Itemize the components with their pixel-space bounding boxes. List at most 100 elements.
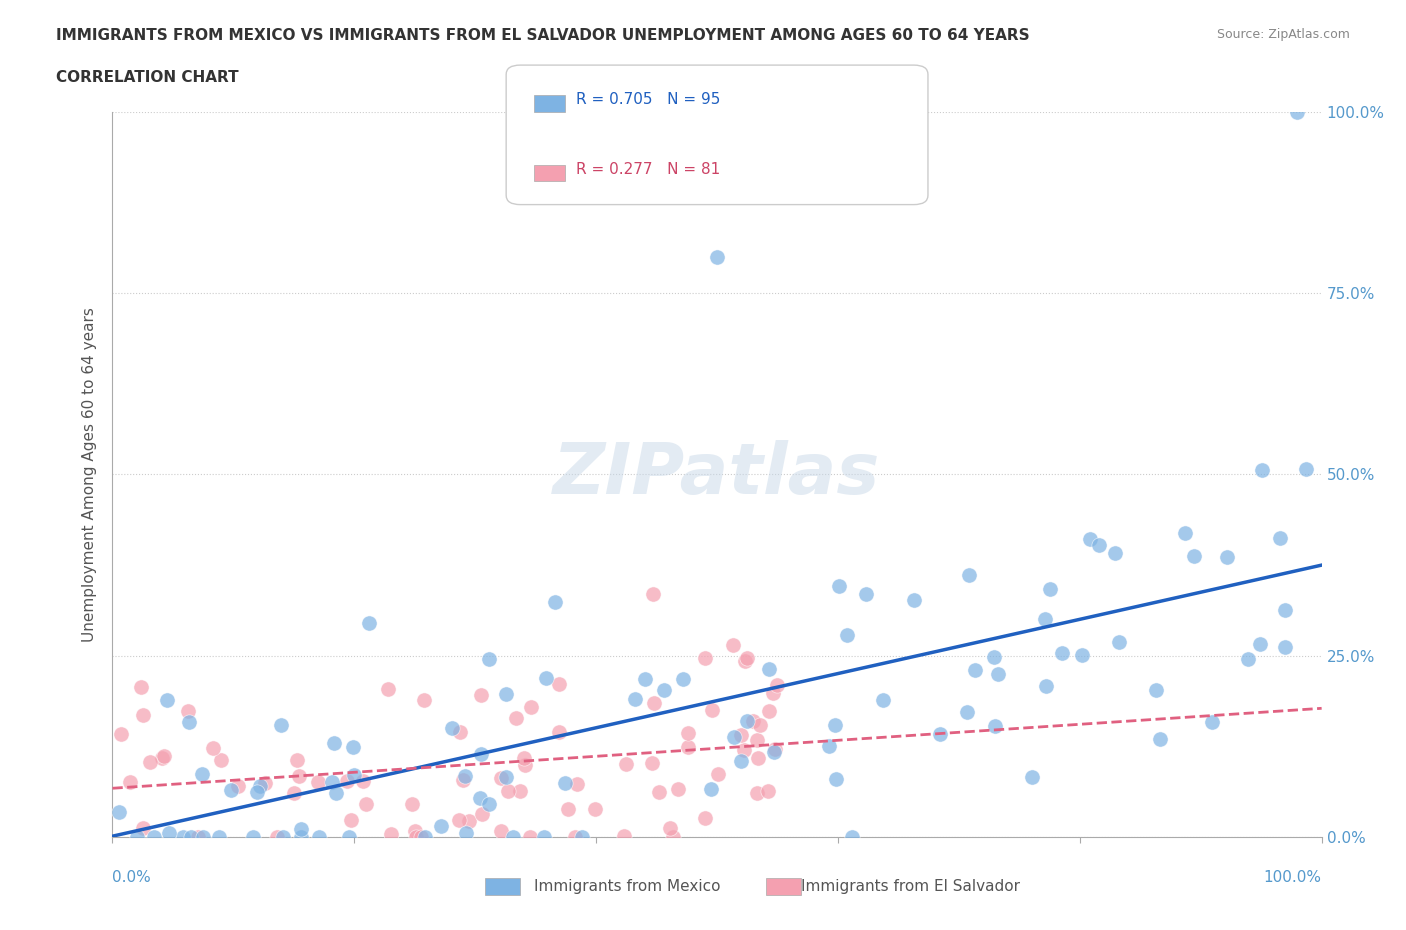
Point <box>201 740 224 755</box>
Point <box>745 786 768 801</box>
Point <box>734 654 756 669</box>
Point <box>957 568 980 583</box>
Point <box>266 830 288 844</box>
Point <box>336 773 359 788</box>
Point <box>489 823 512 838</box>
Point <box>1184 549 1206 564</box>
Point <box>380 827 402 842</box>
Point <box>733 743 755 758</box>
Point <box>747 733 769 748</box>
Point <box>1251 462 1274 477</box>
Point <box>441 721 464 736</box>
Point <box>1286 104 1309 119</box>
Point <box>118 775 141 790</box>
Point <box>987 666 1010 681</box>
Point <box>825 772 848 787</box>
Point <box>735 713 758 728</box>
Point <box>323 736 346 751</box>
Point <box>513 757 536 772</box>
Point <box>342 739 364 754</box>
Point <box>564 830 586 844</box>
Text: ZIPatlas: ZIPatlas <box>554 440 880 509</box>
Point <box>401 797 423 812</box>
Point <box>730 727 752 742</box>
Point <box>495 686 517 701</box>
Point <box>226 779 249 794</box>
Point <box>548 724 571 739</box>
Point <box>1174 525 1197 540</box>
Point <box>676 725 699 740</box>
Point <box>652 683 675 698</box>
Point <box>415 830 437 844</box>
Point <box>470 688 492 703</box>
Point <box>557 802 579 817</box>
Point <box>742 713 765 728</box>
Point <box>983 650 1005 665</box>
Point <box>762 685 785 700</box>
Point <box>643 587 665 602</box>
Point <box>520 700 543 715</box>
Text: CORRELATION CHART: CORRELATION CHART <box>56 70 239 85</box>
Point <box>640 756 662 771</box>
Point <box>758 661 780 676</box>
Point <box>1201 714 1223 729</box>
Point <box>695 650 717 665</box>
Point <box>429 818 451 833</box>
Point <box>409 830 432 844</box>
Point <box>404 824 426 839</box>
Point <box>762 744 785 759</box>
Point <box>143 830 166 844</box>
Point <box>191 766 214 781</box>
Text: Source: ZipAtlas.com: Source: ZipAtlas.com <box>1216 28 1350 41</box>
Point <box>700 781 723 796</box>
Point <box>242 830 264 844</box>
Point <box>903 592 925 607</box>
Point <box>131 820 153 835</box>
Point <box>339 813 361 828</box>
Point <box>290 821 312 836</box>
Point <box>454 826 477 841</box>
Point <box>623 692 645 707</box>
Point <box>872 693 894 708</box>
Point <box>249 779 271 794</box>
Point <box>172 830 194 844</box>
Point <box>253 776 276 790</box>
Point <box>359 616 381 631</box>
Point <box>131 708 153 723</box>
Point <box>246 784 269 799</box>
Point <box>1050 645 1073 660</box>
Point <box>1237 652 1260 667</box>
Point <box>678 740 700 755</box>
Point <box>307 774 329 789</box>
Point <box>1144 683 1167 698</box>
Point <box>1149 732 1171 747</box>
Point <box>643 696 665 711</box>
Point <box>191 830 214 844</box>
Point <box>1087 538 1109 552</box>
Point <box>766 677 789 692</box>
Point <box>544 594 567 609</box>
Point <box>405 830 427 844</box>
Point <box>548 676 571 691</box>
Point <box>749 717 772 732</box>
Point <box>110 726 132 741</box>
Point <box>509 783 531 798</box>
Point <box>565 777 588 791</box>
Point <box>519 830 541 844</box>
Point <box>339 830 361 844</box>
Point <box>700 703 723 718</box>
Text: R = 0.277   N = 81: R = 0.277 N = 81 <box>576 162 721 177</box>
Point <box>447 813 470 828</box>
Point <box>835 628 858 643</box>
Point <box>841 830 863 844</box>
Point <box>512 751 534 765</box>
Point <box>377 681 399 696</box>
Point <box>1104 546 1126 561</box>
Point <box>453 772 475 787</box>
Point <box>758 704 780 719</box>
Point <box>721 638 744 653</box>
Point <box>208 830 231 844</box>
Point <box>453 768 475 783</box>
Point <box>1033 611 1056 626</box>
Point <box>1039 581 1062 596</box>
